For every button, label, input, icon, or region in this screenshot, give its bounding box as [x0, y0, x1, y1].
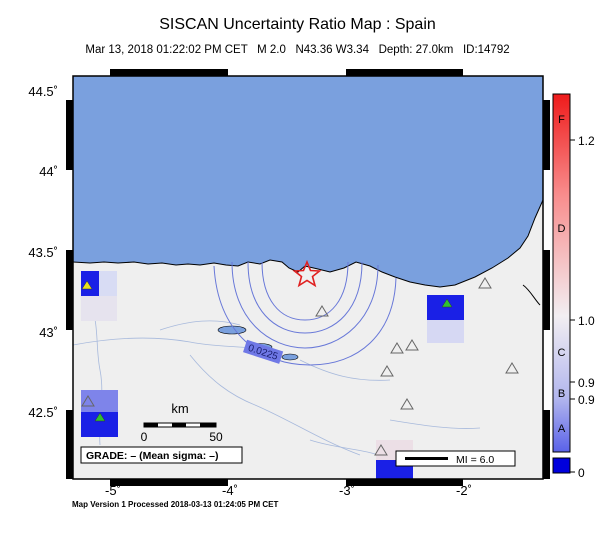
border-line — [522, 284, 541, 306]
map-title: SISCAN Uncertainty Ratio Map : Spain — [159, 16, 436, 33]
svg-text:km: km — [171, 401, 188, 416]
colorbar-value: 0.9 — [578, 393, 595, 407]
colorbar: F D C B A 1.2 1.0 0.9 0.9 0 — [552, 93, 595, 480]
scale-bar: km 0 50 — [141, 401, 223, 444]
lake — [217, 325, 247, 335]
colorbar-value: 1.0 — [578, 314, 595, 328]
lat-label: 43˚ — [39, 325, 58, 340]
svg-text:MI = 6.0: MI = 6.0 — [456, 454, 494, 466]
grade-label: F — [558, 114, 565, 126]
map-canvas: 0.0225 — [73, 76, 543, 479]
svg-text:0: 0 — [141, 430, 148, 444]
grade-box: GRADE: – (Mean sigma: –) — [80, 446, 243, 464]
svg-text:GRADE: – (Mean sigma: –): GRADE: – (Mean sigma: –) — [86, 450, 218, 462]
grade-label: A — [558, 423, 566, 435]
grade-label: D — [558, 223, 566, 235]
uncertainty-cells — [81, 271, 464, 479]
station-markers — [81, 277, 519, 456]
lat-label: 44˚ — [39, 164, 58, 179]
processing-info: Map Version 1 Processed 2018-03-13 01:24… — [72, 500, 279, 509]
svg-text:50: 50 — [209, 430, 223, 444]
lat-label: 43.5˚ — [28, 245, 58, 260]
grade-label: B — [558, 388, 565, 400]
lat-label: 44.5˚ — [28, 84, 58, 99]
colorbar-value: 0.9 — [578, 376, 595, 390]
station-marker-green — [441, 298, 453, 308]
lat-label: 42.5˚ — [28, 405, 58, 420]
uncertainty-contours — [213, 261, 397, 366]
coastline — [73, 199, 543, 288]
mi-legend: MI = 6.0 — [395, 450, 516, 467]
station-marker-green — [94, 412, 106, 422]
colorbar-value: 1.2 — [578, 134, 595, 148]
lon-label: -3˚ — [339, 483, 355, 498]
lon-label: -5˚ — [105, 483, 121, 498]
epicenter-star-icon — [292, 259, 322, 288]
event-info: Mar 13, 2018 01:22:02 PM CET M 2.0 N43.3… — [85, 44, 510, 56]
lon-label: -2˚ — [456, 483, 472, 498]
station-marker-yellow — [81, 280, 93, 290]
sea-area — [73, 76, 543, 287]
lon-label: -4˚ — [222, 483, 238, 498]
frame-ticks — [66, 69, 550, 486]
lake — [281, 353, 299, 361]
grade-label: C — [558, 347, 566, 359]
colorbar-value: 0 — [578, 466, 585, 480]
